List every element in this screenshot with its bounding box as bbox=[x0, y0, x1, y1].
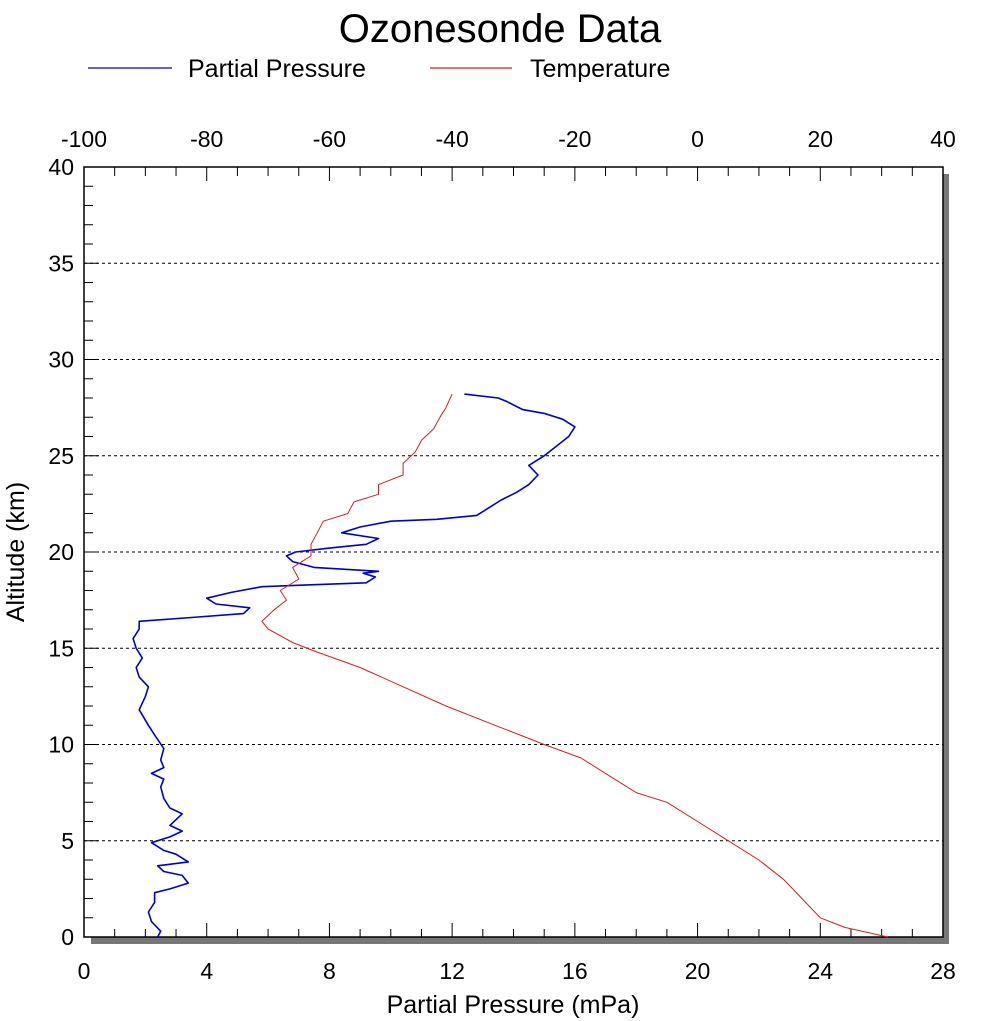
x-bottom-tick-label: 24 bbox=[807, 958, 833, 984]
x-top-tick-label: -100 bbox=[61, 126, 107, 152]
x-bottom-tick-label: 12 bbox=[439, 958, 465, 984]
axis-ticks bbox=[83, 166, 944, 938]
x-top-tick-label: 0 bbox=[691, 126, 704, 152]
x-top-tick-label: -40 bbox=[436, 126, 469, 152]
y-axis-label: Altitude (km) bbox=[2, 482, 30, 622]
y-tick-label: 0 bbox=[61, 924, 74, 950]
tick-labels: 0 5 10 15 20 25 30 35 40 0 4 8 12 16 20 24 28 -100 -80 -60 -… bbox=[48, 126, 955, 984]
x-top-tick-label: 40 bbox=[930, 126, 956, 152]
x-bottom-tick-label: 8 bbox=[323, 958, 336, 984]
plot-shadow-right bbox=[943, 174, 949, 944]
x-bottom-tick-label: 0 bbox=[78, 958, 91, 984]
chart-title: Ozonesonde Data bbox=[339, 7, 662, 51]
y-tick-label: 5 bbox=[61, 828, 74, 854]
series-line-partial-pressure bbox=[132, 393, 576, 938]
y-tick-label: 20 bbox=[48, 539, 74, 565]
y-tick-label: 25 bbox=[48, 443, 74, 469]
y-tick-label: 30 bbox=[48, 347, 74, 373]
y-tick-label: 10 bbox=[48, 732, 74, 758]
x-top-tick-label: -20 bbox=[558, 126, 591, 152]
plot-shadow-bottom bbox=[91, 937, 949, 944]
x-bottom-tick-label: 28 bbox=[930, 958, 956, 984]
legend-label-temperature: Temperature bbox=[530, 55, 670, 83]
x-top-tick-label: 20 bbox=[807, 126, 833, 152]
y-tick-label: 15 bbox=[48, 635, 74, 661]
x-bottom-tick-label: 16 bbox=[562, 958, 588, 984]
legend-label-partial-pressure: Partial Pressure bbox=[188, 55, 366, 83]
x-top-tick-label: -80 bbox=[190, 126, 223, 152]
legend: Partial Pressure Temperature bbox=[88, 55, 670, 83]
grid-lines bbox=[84, 262, 943, 842]
x-bottom-tick-label: 4 bbox=[200, 958, 213, 984]
x-top-tick-label: -60 bbox=[313, 126, 346, 152]
y-tick-label: 35 bbox=[48, 250, 74, 276]
x-bottom-tick-label: 20 bbox=[685, 958, 711, 984]
series-line-temperature bbox=[261, 393, 888, 938]
series-lines bbox=[132, 393, 888, 938]
x-axis-label: Partial Pressure (mPa) bbox=[387, 991, 640, 1019]
y-tick-label: 40 bbox=[48, 154, 74, 180]
